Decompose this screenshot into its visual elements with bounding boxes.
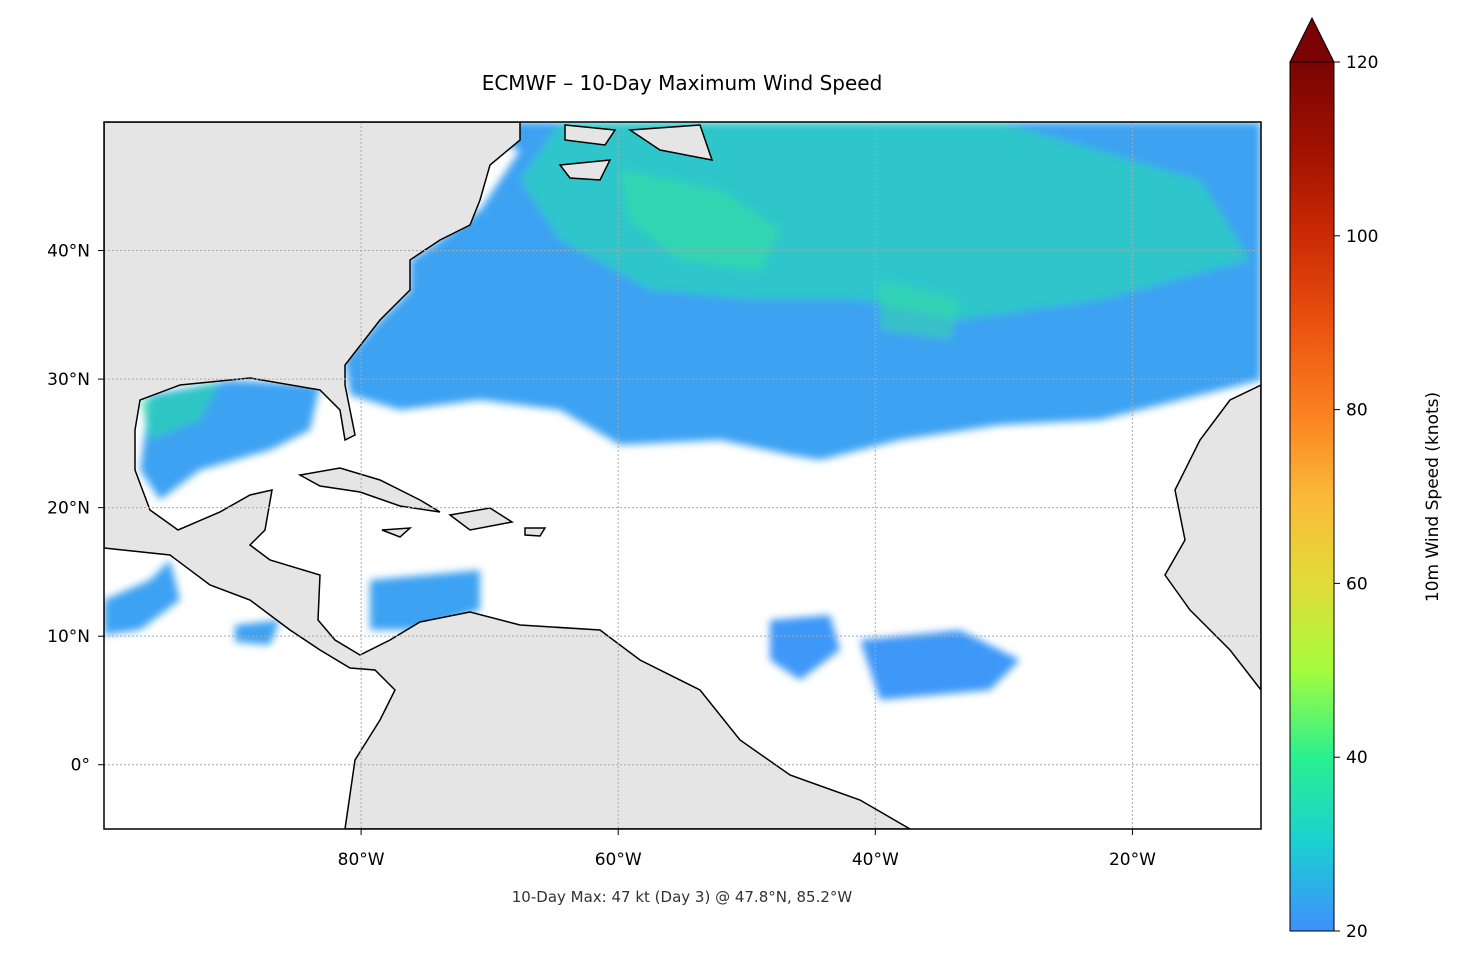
y-tick-label: 30°N	[47, 370, 90, 390]
colorbar-tick-label: 100	[1346, 227, 1378, 247]
grid	[104, 122, 1261, 829]
chart-title: ECMWF – 10-Day Maximum Wind Speed	[482, 71, 883, 95]
colorbar-tick-label: 60	[1346, 574, 1368, 594]
x-tick-label: 80°W	[338, 850, 385, 870]
x-tick-label: 20°W	[1109, 850, 1156, 870]
colorbar-tick-label: 20	[1346, 922, 1368, 942]
y-tick-label: 40°N	[47, 242, 90, 262]
colorbar-tick-label: 80	[1346, 401, 1368, 421]
y-tick-label: 0°	[71, 756, 90, 776]
wind-field	[104, 122, 1261, 700]
land	[104, 122, 1261, 829]
colorbar-extend	[1289, 16, 1335, 63]
colorbar-label: 10m Wind Speed (knots)	[1423, 392, 1443, 602]
map-frame	[103, 121, 1262, 830]
map	[104, 122, 1261, 829]
x-tick-label: 40°W	[852, 850, 899, 870]
colorbar-tick-label: 120	[1346, 53, 1378, 73]
x-tick-label: 60°W	[595, 850, 642, 870]
colorbar-tick-label: 40	[1346, 748, 1368, 768]
colorbar	[1289, 61, 1335, 932]
y-tick-label: 20°N	[47, 499, 90, 519]
annotation: 10-Day Max: 47 kt (Day 3) @ 47.8°N, 85.2…	[512, 888, 853, 906]
y-tick-label: 10°N	[47, 627, 90, 647]
